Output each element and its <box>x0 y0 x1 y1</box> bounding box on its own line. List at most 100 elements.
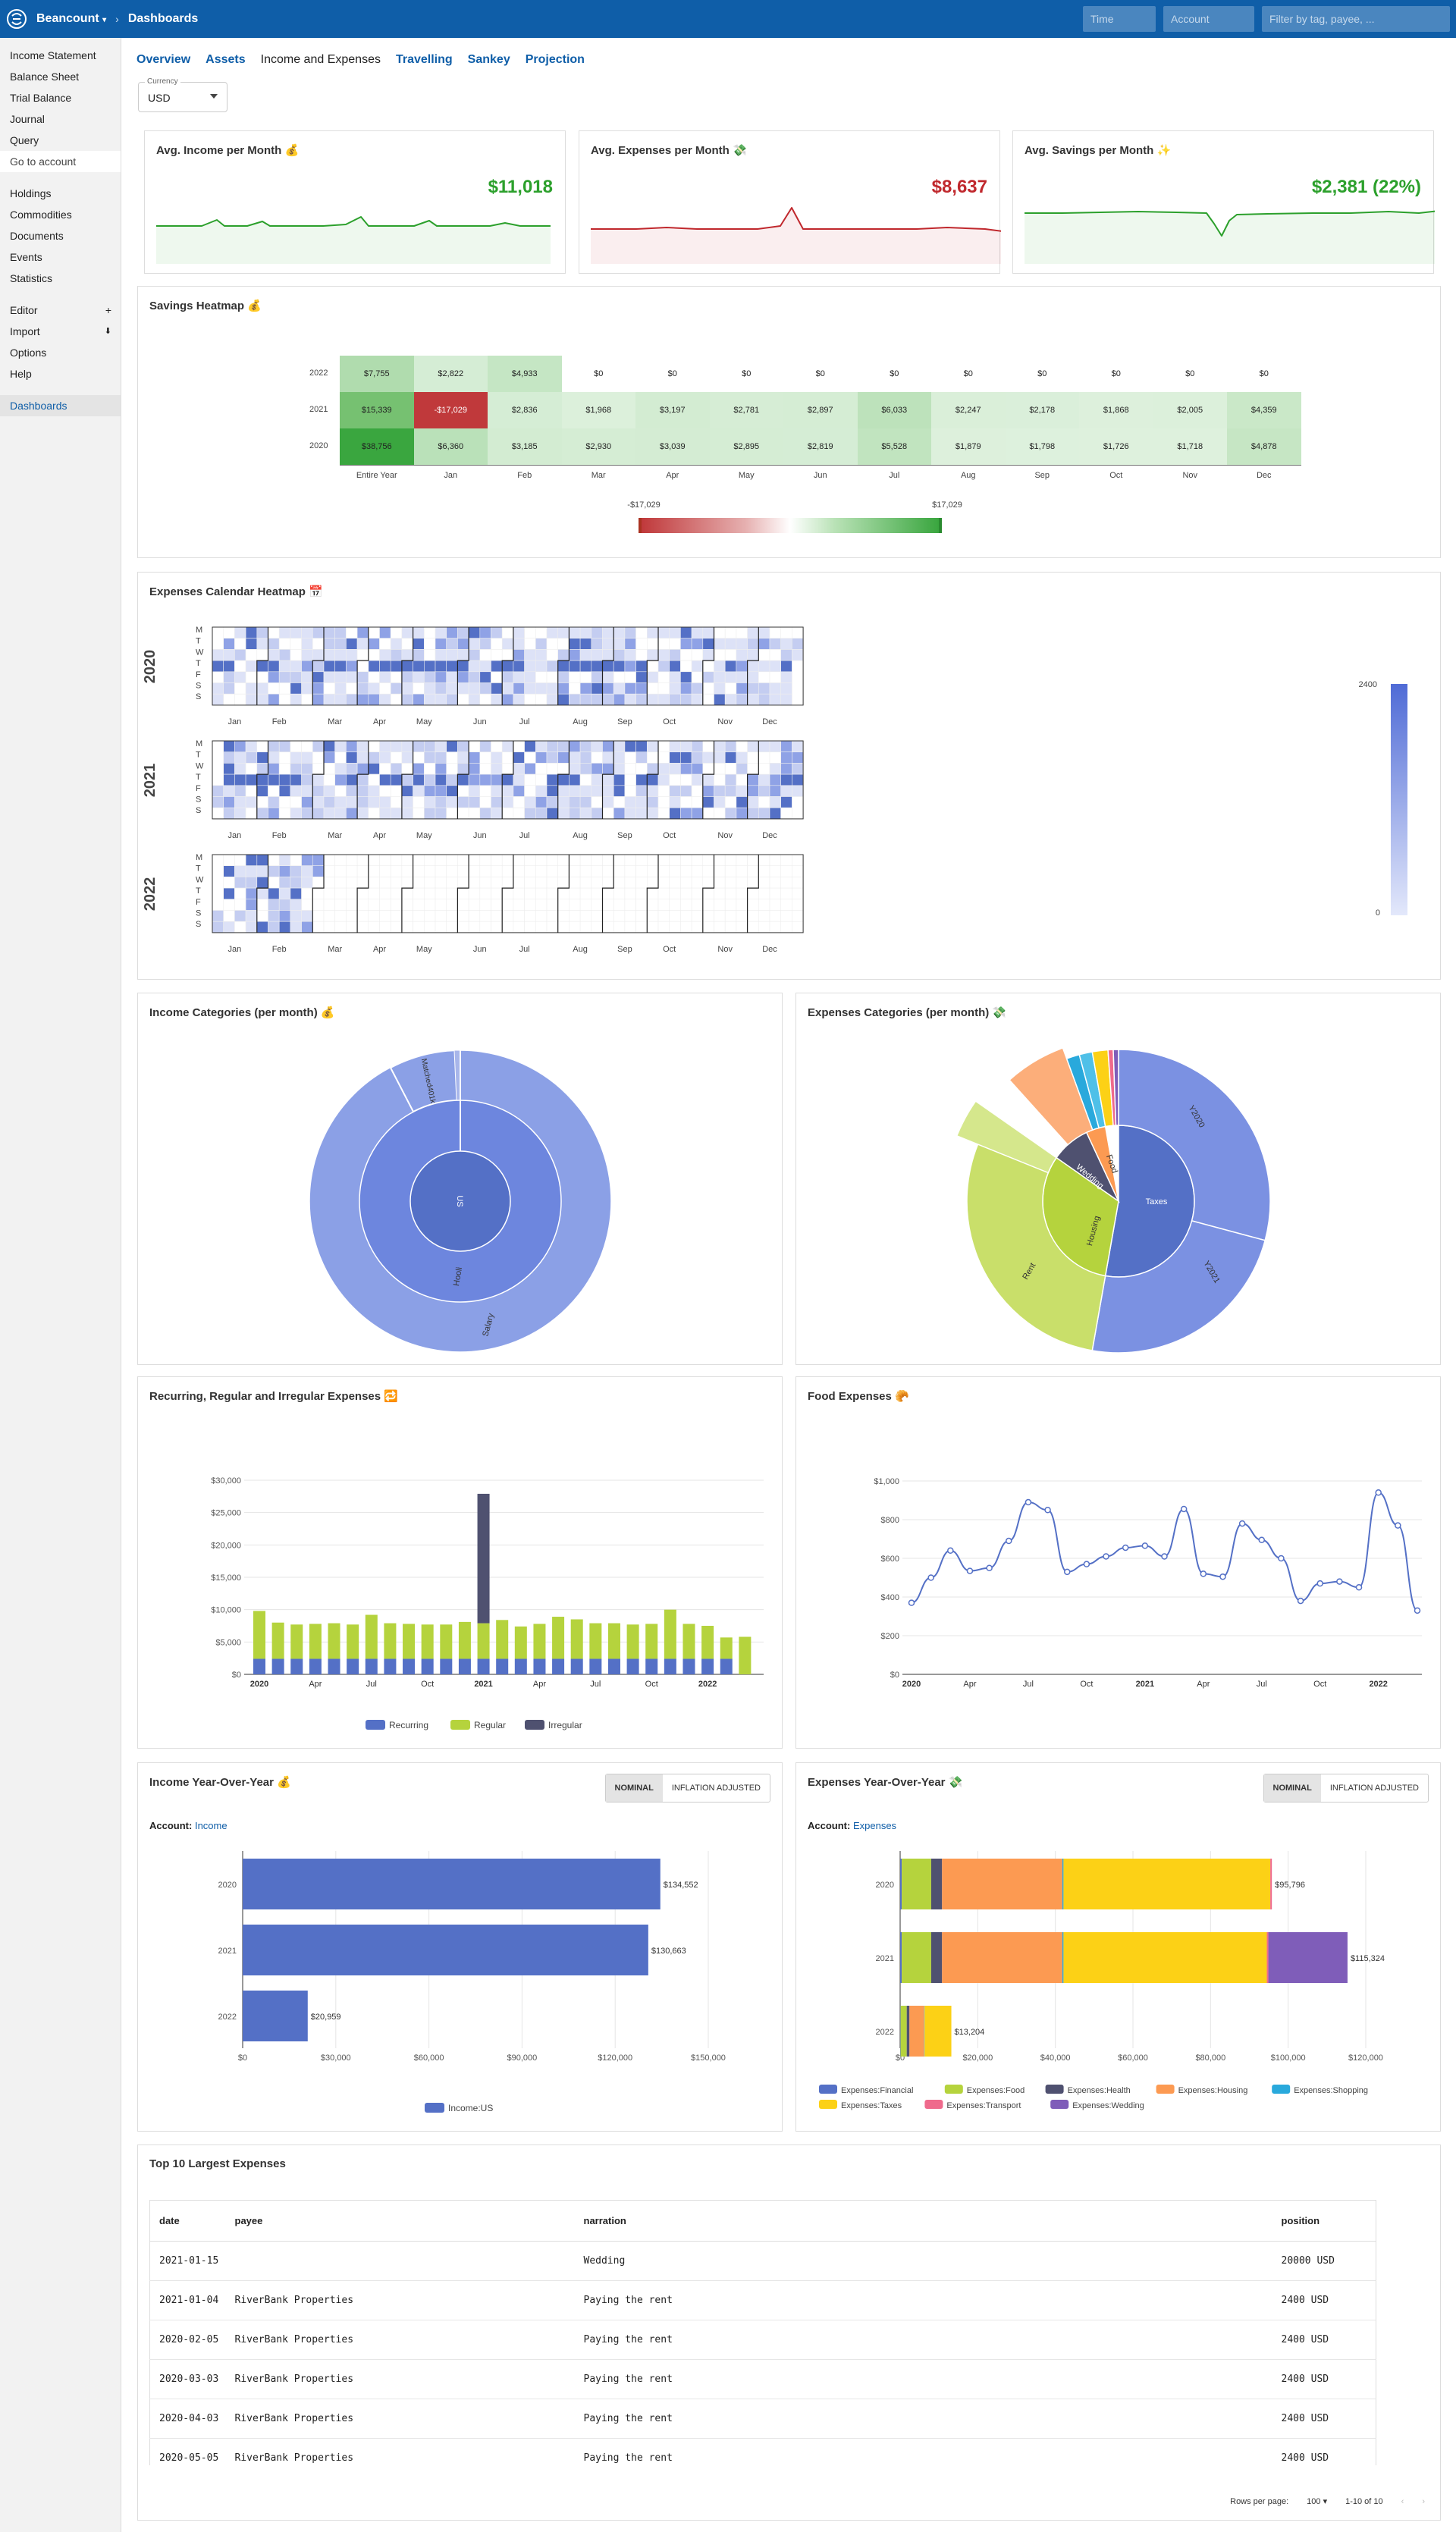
calendar-day-cell[interactable] <box>691 751 704 764</box>
calendar-day-cell[interactable] <box>624 854 636 866</box>
calendar-day-cell[interactable] <box>758 638 770 650</box>
calendar-day-cell[interactable] <box>524 887 536 900</box>
calendar-day-cell[interactable] <box>491 638 503 650</box>
calendar-day-cell[interactable] <box>780 660 792 673</box>
income-yoy-bar[interactable] <box>243 1859 661 1909</box>
calendar-day-cell[interactable] <box>268 638 280 650</box>
calendar-day-cell[interactable] <box>290 763 302 775</box>
sidebar-item-help[interactable]: Help <box>0 363 121 384</box>
calendar-day-cell[interactable] <box>680 921 692 933</box>
calendar-day-cell[interactable] <box>312 807 325 820</box>
calendar-day-cell[interactable] <box>758 740 770 752</box>
calendar-day-cell[interactable] <box>613 626 626 638</box>
calendar-day-cell[interactable] <box>758 887 770 900</box>
calendar-day-cell[interactable] <box>724 921 737 933</box>
calendar-day-cell[interactable] <box>479 899 491 911</box>
calendar-day-cell[interactable] <box>423 649 436 661</box>
calendar-day-cell[interactable] <box>268 773 280 786</box>
calendar-day-cell[interactable] <box>501 796 514 808</box>
calendar-day-cell[interactable] <box>535 682 548 695</box>
calendar-day-cell[interactable] <box>613 649 626 661</box>
calendar-day-cell[interactable] <box>423 693 436 706</box>
calendar-day-cell[interactable] <box>278 763 291 775</box>
calendar-day-cell[interactable] <box>535 796 548 808</box>
calendar-day-cell[interactable] <box>591 899 603 911</box>
calendar-day-cell[interactable] <box>657 660 670 673</box>
calendar-day-cell[interactable] <box>657 899 670 911</box>
calendar-day-cell[interactable] <box>234 763 246 775</box>
calendar-day-cell[interactable] <box>624 865 636 877</box>
bar-recurring[interactable] <box>253 1658 266 1674</box>
inflation-adjusted-toggle-button[interactable]: INFLATION ADJUSTED <box>671 1784 761 1793</box>
calendar-day-cell[interactable] <box>223 854 235 866</box>
calendar-day-cell[interactable] <box>691 910 704 922</box>
account-filter-input[interactable]: Account <box>1163 6 1254 32</box>
calendar-day-cell[interactable] <box>591 671 603 683</box>
calendar-day-cell[interactable] <box>256 649 268 661</box>
bar-regular[interactable] <box>701 1626 714 1659</box>
calendar-day-cell[interactable] <box>646 785 659 797</box>
calendar-day-cell[interactable] <box>457 660 469 673</box>
calendar-day-cell[interactable] <box>646 921 659 933</box>
calendar-day-cell[interactable] <box>234 773 246 786</box>
calendar-day-cell[interactable] <box>368 638 380 650</box>
calendar-day-cell[interactable] <box>423 865 436 877</box>
calendar-day-cell[interactable] <box>724 865 737 877</box>
calendar-day-cell[interactable] <box>446 773 458 786</box>
calendar-day-cell[interactable] <box>278 807 291 820</box>
bar-expenses-food[interactable] <box>902 1859 931 1909</box>
calendar-day-cell[interactable] <box>413 763 425 775</box>
calendar-day-cell[interactable] <box>401 671 413 683</box>
calendar-day-cell[interactable] <box>312 763 325 775</box>
calendar-day-cell[interactable] <box>245 751 258 764</box>
calendar-day-cell[interactable] <box>212 921 224 933</box>
calendar-day-cell[interactable] <box>624 751 636 764</box>
calendar-day-cell[interactable] <box>368 671 380 683</box>
calendar-day-cell[interactable] <box>635 921 648 933</box>
calendar-day-cell[interactable] <box>290 649 302 661</box>
calendar-day-cell[interactable] <box>702 649 714 661</box>
income-yoy-bar[interactable] <box>243 1925 648 1975</box>
calendar-day-cell[interactable] <box>278 796 291 808</box>
calendar-day-cell[interactable] <box>301 910 313 922</box>
calendar-day-cell[interactable] <box>635 865 648 877</box>
calendar-day-cell[interactable] <box>379 671 391 683</box>
calendar-day-cell[interactable] <box>245 638 258 650</box>
calendar-day-cell[interactable] <box>792 854 804 866</box>
calendar-day-cell[interactable] <box>524 660 536 673</box>
calendar-day-cell[interactable] <box>758 660 770 673</box>
calendar-day-cell[interactable] <box>501 854 514 866</box>
calendar-day-cell[interactable] <box>301 877 313 889</box>
calendar-day-cell[interactable] <box>346 740 358 752</box>
calendar-day-cell[interactable] <box>646 899 659 911</box>
tab-travelling[interactable]: Travelling <box>395 53 453 66</box>
calendar-day-cell[interactable] <box>691 693 704 706</box>
calendar-day-cell[interactable] <box>312 671 325 683</box>
calendar-day-cell[interactable] <box>491 921 503 933</box>
calendar-day-cell[interactable] <box>635 649 648 661</box>
col-header-narration[interactable]: narration <box>574 2200 1272 2242</box>
calendar-day-cell[interactable] <box>356 649 369 661</box>
account-link[interactable]: Expenses <box>852 1820 897 1831</box>
calendar-day-cell[interactable] <box>212 910 224 922</box>
calendar-day-cell[interactable] <box>323 865 335 877</box>
calendar-day-cell[interactable] <box>535 899 548 911</box>
calendar-day-cell[interactable] <box>657 693 670 706</box>
heatmap-cell[interactable]: $1,718 <box>1153 428 1227 465</box>
calendar-day-cell[interactable] <box>223 649 235 661</box>
calendar-day-cell[interactable] <box>390 796 403 808</box>
calendar-day-cell[interactable] <box>278 638 291 650</box>
line-point[interactable] <box>1122 1544 1129 1552</box>
tab-sankey[interactable]: Sankey <box>467 53 510 66</box>
calendar-day-cell[interactable] <box>468 626 481 638</box>
calendar-day-cell[interactable] <box>792 763 804 775</box>
calendar-day-cell[interactable] <box>780 626 792 638</box>
calendar-day-cell[interactable] <box>323 751 335 764</box>
calendar-day-cell[interactable] <box>491 796 503 808</box>
calendar-day-cell[interactable] <box>646 877 659 889</box>
calendar-day-cell[interactable] <box>747 899 759 911</box>
calendar-day-cell[interactable] <box>468 773 481 786</box>
calendar-day-cell[interactable] <box>613 899 626 911</box>
calendar-day-cell[interactable] <box>724 626 737 638</box>
heatmap-cell[interactable]: $2,930 <box>561 428 635 465</box>
